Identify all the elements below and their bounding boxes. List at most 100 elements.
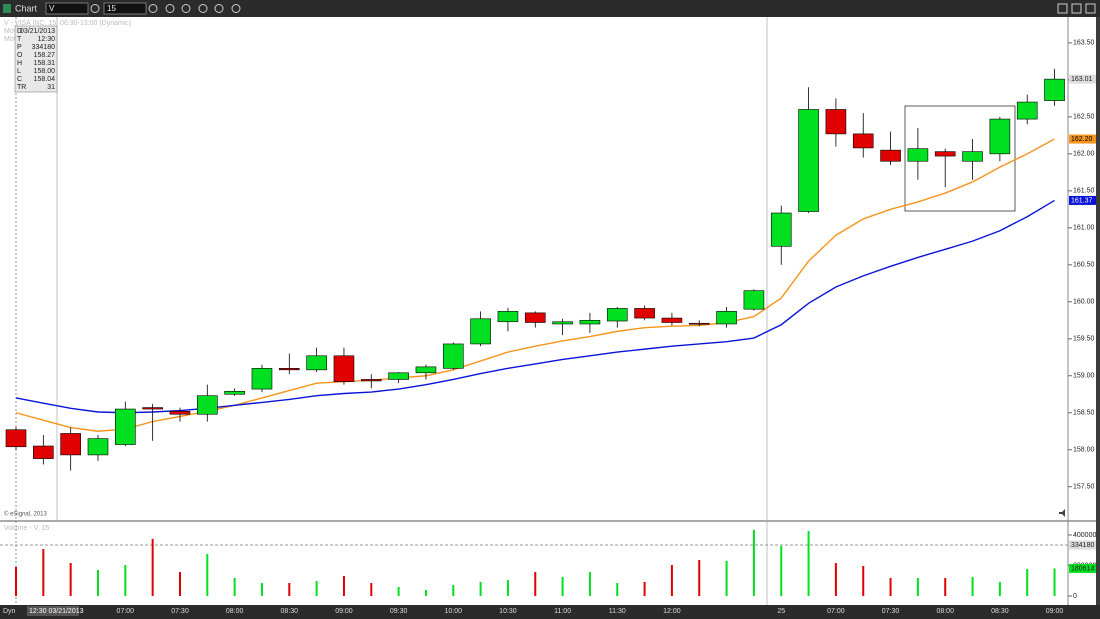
- maximize-button[interactable]: [1071, 3, 1082, 14]
- volume-bar: [752, 529, 755, 596]
- candle-body: [798, 109, 819, 212]
- candle-body: [33, 445, 54, 459]
- link-button[interactable]: [90, 4, 100, 13]
- candle-body: [224, 390, 245, 395]
- volume-title: Volume - V, 15: [4, 525, 49, 532]
- last-price-label: 163.01: [1071, 76, 1093, 83]
- candle-body: [306, 355, 327, 371]
- volume-bar: [506, 579, 509, 596]
- x-tick-label: 09:00: [335, 608, 353, 615]
- draw-button[interactable]: [165, 4, 175, 13]
- window-title: Chart: [15, 3, 38, 13]
- candle-body: [1016, 101, 1038, 120]
- tool-button[interactable]: [214, 4, 224, 13]
- y-tick-label: 160.00: [1073, 299, 1095, 306]
- candle-body: [934, 151, 956, 157]
- close-button[interactable]: [1085, 3, 1096, 14]
- x-tick-label: 09:30: [390, 608, 408, 615]
- y-tick-label: 158.00: [1073, 447, 1095, 454]
- x-tick-label: 08:00: [936, 608, 954, 615]
- tool-button[interactable]: [181, 4, 191, 13]
- data-value: 03/21/2013: [20, 28, 55, 35]
- volume-bar: [588, 572, 591, 596]
- data-value: 158.04: [34, 76, 56, 83]
- candle-body: [415, 366, 437, 374]
- tool-button[interactable]: [198, 4, 208, 13]
- y-tick-label: 157.50: [1073, 484, 1095, 491]
- candle-body: [606, 308, 628, 322]
- data-window-box: [14, 25, 58, 93]
- cursor-time: 12:30 03/21/2013: [29, 608, 84, 615]
- candle-body: [278, 368, 300, 371]
- volume-bar: [616, 583, 619, 596]
- cursor-time-box: [27, 606, 79, 616]
- candle-body: [524, 312, 546, 323]
- candle-body: [688, 322, 710, 325]
- y-tick-label: 162.50: [1073, 114, 1095, 121]
- candle-body: [962, 151, 983, 162]
- volume-bar: [452, 585, 455, 596]
- last-volume-label: 180614: [1071, 565, 1094, 572]
- chart-area: [0, 17, 1096, 605]
- x-tick-label: 12:00: [663, 608, 681, 615]
- y-tick-label: 158.50: [1073, 410, 1095, 417]
- candle-body: [743, 290, 765, 310]
- data-value: 12:30: [37, 36, 55, 43]
- ma-value-box: [1069, 134, 1096, 144]
- interval-text: 15: [107, 4, 116, 13]
- volume-bar: [725, 560, 728, 596]
- candle-body: [770, 212, 792, 247]
- candle-body: [1044, 78, 1065, 101]
- candle-body: [880, 149, 901, 162]
- y-tick-label: 163.50: [1073, 40, 1095, 47]
- x-tick-label: 07:30: [171, 608, 189, 615]
- candle-body: [497, 311, 519, 323]
- ma-value-box: [1069, 195, 1096, 205]
- volume-bar: [342, 576, 345, 596]
- last-volume-box: [1069, 563, 1096, 573]
- volume-bar: [1053, 568, 1056, 596]
- data-key: C: [17, 76, 22, 83]
- volume-bar: [1026, 568, 1029, 596]
- symbol-input[interactable]: [45, 2, 89, 15]
- y-tick-label: 161.00: [1073, 225, 1095, 232]
- minimize-button[interactable]: [1057, 3, 1068, 14]
- interval-input[interactable]: [103, 2, 147, 15]
- candle-body: [115, 408, 136, 445]
- volume-bar: [233, 577, 236, 596]
- x-tick-label: 07:00: [827, 608, 845, 615]
- y-tick-label: 160.50: [1073, 262, 1095, 269]
- volume-bar: [124, 565, 127, 596]
- candle-body: [251, 368, 273, 390]
- volume-bar: [178, 572, 181, 596]
- refresh-button[interactable]: [148, 4, 158, 13]
- chart-title: V - VISA INC, 15, 06:30-13:00 (Dynamic): [4, 20, 131, 27]
- volume-bar: [288, 583, 291, 596]
- ma-value-label: 161.37: [1071, 197, 1093, 204]
- candle-body: [60, 433, 81, 456]
- candle-body: [716, 311, 737, 325]
- app-icon: [3, 4, 11, 13]
- x-tick-label: 07:00: [117, 608, 135, 615]
- volume-bar: [15, 567, 17, 596]
- x-tick-label: 10:30: [499, 608, 517, 615]
- candle-body: [552, 321, 573, 325]
- candle-body: [142, 407, 163, 410]
- y-tick-label: 162.00: [1073, 151, 1095, 158]
- tool-button[interactable]: [231, 4, 241, 13]
- data-key: L: [17, 68, 21, 75]
- candle-body: [907, 148, 929, 162]
- mode-label: Dyn: [3, 608, 16, 615]
- data-key: H: [17, 60, 22, 67]
- volume-bar: [916, 577, 919, 596]
- volume-bar: [834, 563, 837, 596]
- volume-bar: [780, 545, 783, 596]
- x-tick-label: 25: [777, 608, 785, 615]
- time-axis-bar: [0, 605, 1100, 619]
- candle-body: [388, 372, 409, 380]
- candle-body: [360, 379, 382, 382]
- symbol-text: V: [49, 4, 55, 13]
- data-key: D: [17, 28, 22, 35]
